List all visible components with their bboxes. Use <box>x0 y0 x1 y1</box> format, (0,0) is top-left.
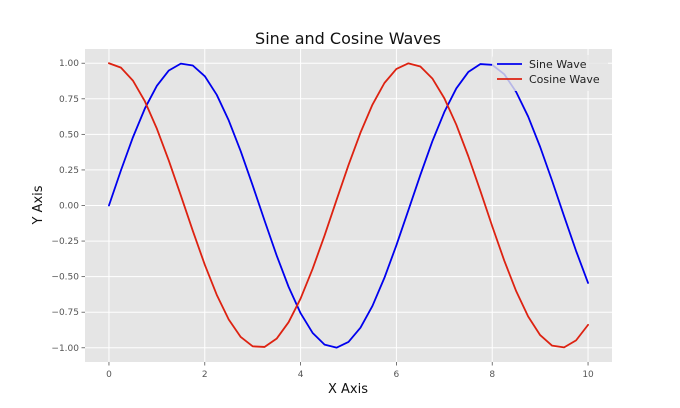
x-tick-label: 10 <box>582 370 594 380</box>
y-tick-label: −0.75 <box>51 308 79 318</box>
y-tick-label: −1.00 <box>51 344 79 354</box>
x-tick-label: 6 <box>394 370 400 380</box>
legend-cosine-label: Cosine Wave <box>529 73 600 86</box>
tick-labels: 0 2 4 6 8 10 −1.00 −0.75 −0.50 −0.25 0.00 0.25 0.50 0… <box>51 59 594 380</box>
y-tick-label: 0.50 <box>59 130 79 140</box>
chart-title: Sine and Cosine Waves <box>255 29 441 48</box>
x-tick-label: 4 <box>298 370 304 380</box>
x-axis-title: X Axis <box>328 382 368 397</box>
tick-marks <box>81 62 589 366</box>
y-tick-label: 0.00 <box>59 202 79 212</box>
y-tick-label: 0.25 <box>59 166 79 176</box>
x-tick-label: 0 <box>106 370 112 380</box>
y-tick-label: 0.75 <box>59 95 79 105</box>
grid-lines <box>85 49 612 362</box>
legend-sine-label: Sine Wave <box>529 58 587 71</box>
y-tick-label: 1.00 <box>59 59 79 69</box>
x-tick-label: 2 <box>202 370 208 380</box>
y-tick-label: −0.25 <box>51 237 79 247</box>
x-tick-label: 8 <box>489 370 495 380</box>
cosine-wave-line <box>108 62 589 349</box>
y-tick-label: −0.50 <box>51 273 79 283</box>
legend: Sine Wave Cosine Wave <box>492 55 608 91</box>
y-axis-title: Y Axis <box>31 185 46 225</box>
